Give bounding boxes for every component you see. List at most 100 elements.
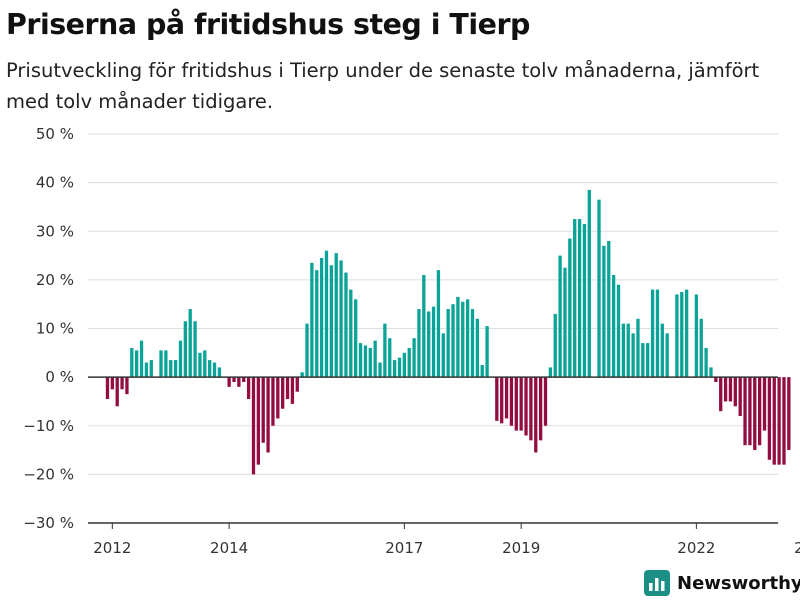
bar — [573, 219, 577, 378]
newsworthy-logo-icon — [644, 570, 670, 596]
y-axis-labels: −30 % −20 % −10 % 0 % 10 % 20 % 30 % 40 % 50 % — [23, 125, 74, 532]
bar — [631, 333, 635, 378]
bar — [636, 318, 640, 378]
bar — [787, 377, 791, 451]
bar — [772, 377, 776, 465]
bar — [251, 377, 256, 475]
bar — [178, 340, 183, 378]
bar — [354, 299, 358, 378]
bar — [714, 377, 718, 382]
y-tick-label: −20 % — [23, 465, 74, 483]
bar — [646, 343, 650, 378]
bar — [767, 377, 772, 460]
bar — [738, 377, 742, 417]
bar — [470, 309, 475, 378]
bar — [538, 377, 543, 441]
bar — [553, 313, 557, 378]
brand-logo: Newsworthy — [644, 568, 800, 598]
bar — [748, 377, 752, 446]
bar — [684, 289, 689, 378]
bar — [115, 377, 119, 407]
bar — [324, 250, 329, 378]
bar — [358, 343, 363, 378]
x-tick-label: 2012 — [93, 539, 131, 557]
bar — [402, 352, 407, 378]
bar — [246, 377, 251, 400]
bar — [139, 340, 144, 378]
bar — [319, 257, 324, 378]
bar — [480, 364, 484, 378]
bar — [276, 377, 280, 419]
y-tick-label: 20 % — [36, 271, 74, 289]
bar — [110, 377, 114, 390]
x-tick-label: 2014 — [210, 539, 248, 557]
bar — [709, 367, 713, 378]
x-tick-label: 2024 — [794, 539, 800, 557]
bar — [451, 304, 455, 378]
y-tick-label: 0 % — [45, 368, 74, 386]
bar — [188, 309, 192, 378]
bar — [650, 289, 655, 378]
bar — [227, 377, 231, 387]
bar — [500, 377, 504, 424]
bar — [534, 377, 538, 453]
bar — [130, 347, 134, 378]
bar — [680, 292, 684, 378]
chart-title: Priserna på fritidshus steg i Tierp — [6, 8, 530, 41]
bar — [271, 377, 275, 426]
bar — [422, 275, 426, 378]
bar — [149, 360, 153, 378]
bar — [125, 377, 129, 395]
bars — [105, 189, 791, 475]
bar — [412, 338, 416, 378]
bar — [602, 245, 606, 378]
bar — [529, 377, 533, 441]
bar — [465, 299, 470, 378]
bar — [295, 377, 299, 392]
bar — [694, 294, 699, 378]
bar — [519, 377, 523, 431]
bar — [782, 377, 786, 465]
bar — [719, 377, 723, 412]
bar — [212, 362, 217, 378]
bar — [431, 306, 436, 378]
bar — [120, 377, 124, 390]
bar — [757, 377, 762, 446]
bar — [456, 296, 460, 378]
bar — [392, 360, 397, 378]
bar — [582, 223, 587, 378]
bar — [733, 377, 737, 407]
bar — [675, 294, 679, 378]
bar — [232, 377, 236, 382]
bar — [378, 362, 382, 378]
bar — [281, 377, 285, 409]
bar — [397, 357, 402, 378]
bar — [349, 289, 353, 378]
bar — [587, 189, 591, 378]
bar — [159, 350, 163, 378]
bar — [504, 377, 509, 419]
bar — [339, 260, 343, 378]
bar — [256, 377, 260, 465]
bar — [641, 343, 645, 378]
bar — [135, 350, 139, 378]
y-tick-label: 50 % — [36, 125, 74, 143]
x-tick-label: 2019 — [502, 539, 540, 557]
bar — [266, 377, 270, 453]
bar — [524, 377, 528, 436]
bar — [368, 347, 372, 378]
bar — [388, 338, 392, 378]
bar — [485, 326, 489, 378]
bar — [621, 323, 626, 378]
y-tick-label: 30 % — [36, 222, 74, 240]
bar — [660, 323, 664, 378]
bar — [290, 377, 295, 404]
chart-subtitle: Prisutveckling för fritidshus i Tierp un… — [6, 59, 760, 113]
bar — [427, 311, 431, 378]
y-tick-label: 10 % — [36, 320, 74, 338]
bar — [723, 377, 728, 402]
bar — [558, 255, 562, 378]
bar — [762, 377, 767, 431]
bar — [577, 219, 582, 378]
